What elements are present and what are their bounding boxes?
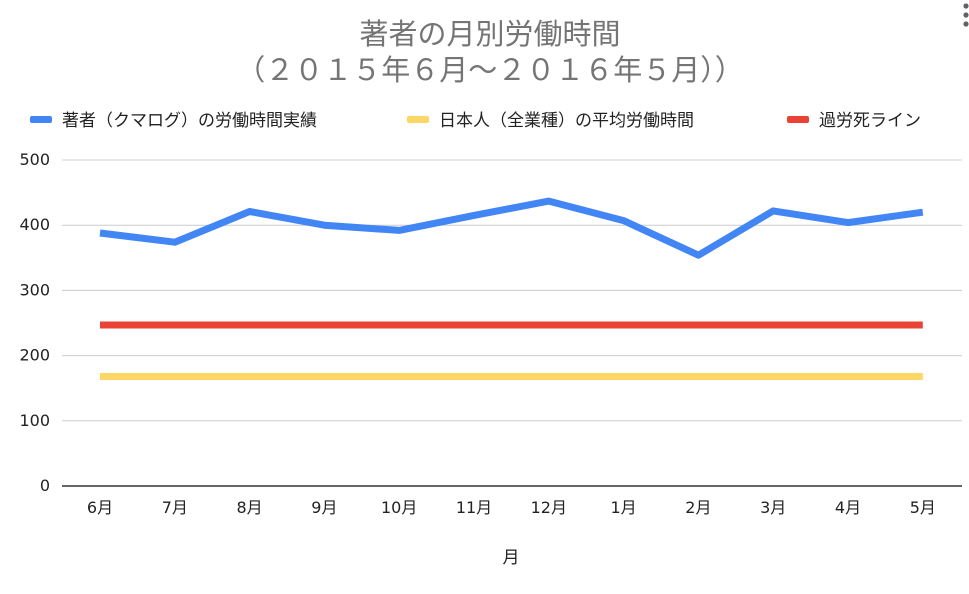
y-tick-label: 200 [19, 346, 50, 365]
x-tick-label: 7月 [162, 498, 188, 517]
legend: 著者（クマログ）の労働時間実績 日本人（全業種）の平均労働時間 過労死ライン [30, 111, 921, 131]
legend-swatch [407, 116, 429, 123]
y-tick-label: 400 [19, 215, 50, 234]
chart-title-line2: （２０１５年６月～２０１６年５月）） [236, 53, 744, 87]
x-tick-label: 9月 [311, 498, 337, 517]
x-axis-label: 月 [503, 548, 520, 568]
x-tick-label: 2月 [685, 498, 711, 517]
legend-swatch [787, 116, 809, 123]
x-tick-label: 5月 [910, 498, 936, 517]
x-tick-label: 8月 [237, 498, 263, 517]
series-line-1 [99, 197, 924, 259]
series-layer [99, 197, 924, 380]
x-tick-label: 3月 [760, 498, 786, 517]
legend-label: 日本人（全業種）の平均労働時間 [439, 111, 694, 131]
legend-label: 著者（クマログ）の労働時間実績 [62, 111, 317, 131]
y-tick-label: 500 [19, 150, 50, 169]
legend-label: 過労死ライン [819, 111, 921, 131]
x-axis-ticks: 6月 7月 8月 9月 10月 11月 12月 1月 2月 3月 4月 5月 [87, 498, 936, 517]
y-tick-label: 0 [40, 476, 50, 495]
legend-swatch [30, 116, 52, 123]
x-tick-label: 11月 [456, 498, 492, 517]
y-tick-label: 100 [19, 411, 50, 430]
y-tick-label: 300 [19, 280, 50, 299]
x-tick-label: 4月 [835, 498, 861, 517]
x-tick-label: 10月 [381, 498, 417, 517]
y-axis-ticks: 0 100 200 300 400 500 [19, 150, 50, 495]
x-tick-label: 6月 [87, 498, 113, 517]
chart-title-line1: 著者の月別労働時間 [359, 17, 620, 51]
more-vert-icon[interactable] [963, 3, 969, 27]
x-tick-label: 1月 [611, 498, 637, 517]
x-tick-label: 12月 [531, 498, 567, 517]
gridlines [62, 159, 962, 422]
